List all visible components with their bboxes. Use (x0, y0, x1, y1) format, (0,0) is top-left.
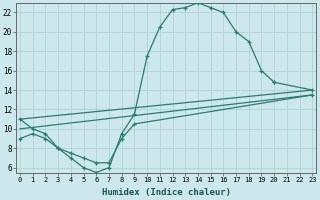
X-axis label: Humidex (Indice chaleur): Humidex (Indice chaleur) (102, 188, 231, 197)
